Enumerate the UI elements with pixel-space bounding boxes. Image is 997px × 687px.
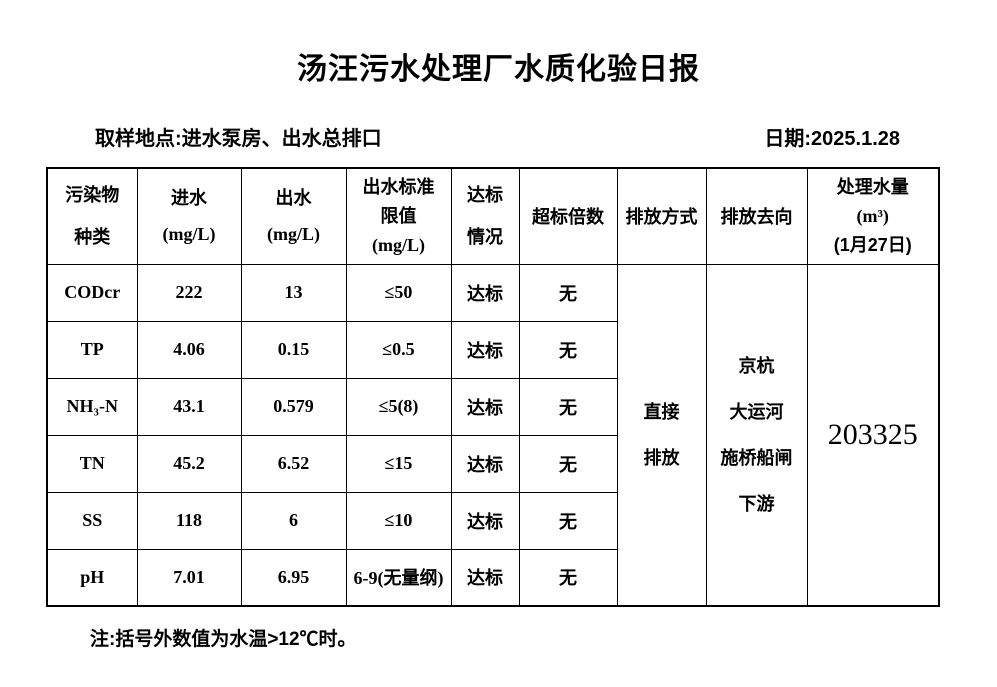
discharge-destination-line: 京杭 [738,355,775,376]
influent-value: 222 [136,263,242,322]
header-line: 出水标准 [362,176,435,197]
footnote: 注:括号外数值为水温>12℃时。 [90,629,357,650]
limit-value: ≤10 [345,491,452,550]
header-line: (m³) [856,205,889,226]
exceed-multiple: 无 [518,434,618,493]
table-row: SS 118 6 ≤10 达标 无 [46,491,939,550]
table-row: CODcr 222 13 ≤50 达标 无 直接 排放 京杭 大运河 施桥船闸 … [46,263,940,607]
limit-value: ≤15 [345,434,452,493]
exceed-multiple: 无 [518,491,618,550]
exceed-multiple: 无 [518,377,618,436]
water-quality-table: 污染物 种类 进水 (mg/L) 出水 (mg/L) 出水标准 限值 (mg/L… [46,167,940,607]
header-compliance: 达标 情况 [450,167,520,265]
header-discharge-mode: 排放方式 [616,167,707,265]
influent-value: 4.06 [136,320,242,379]
header-line: 污染物 [65,185,120,206]
header-effluent: 出水 (mg/L) [240,167,347,265]
influent-value: 43.1 [136,377,242,436]
header-line: 达标 [467,185,503,206]
discharge-destination-line: 施桥船闸 [720,447,793,468]
compliance-status: 达标 [450,491,520,550]
treated-volume-value: 203325 [827,417,918,451]
effluent-value: 0.579 [240,377,347,436]
pollutant-name: TN [46,434,138,493]
discharge-destination-line: 大运河 [729,401,784,422]
meta-row: 取样地点:进水泵房、出水总排口 日期:2025.1.28 [95,122,900,151]
effluent-value: 13 [240,263,347,322]
header-influent: 进水 (mg/L) [136,167,242,265]
sampling-location-label: 取样地点:进水泵房、出水总排口 [95,128,382,150]
exceed-multiple: 无 [518,548,618,607]
header-line: (1月27日) [833,234,912,255]
compliance-status: 达标 [450,548,520,607]
influent-value: 45.2 [136,434,242,493]
header-line: (mg/L) [162,224,216,245]
effluent-value: 6.95 [240,548,347,607]
header-exceed-multiple: 超标倍数 [518,167,618,265]
table-row: TN 45.2 6.52 ≤15 达标 无 [46,434,939,493]
discharge-mode-line: 排放 [643,447,680,468]
table-row: pH 7.01 6.95 6-9(无量纲) 达标 无 [46,548,939,607]
pollutant-name: SS [46,491,138,550]
treated-volume-cell: 203325 [806,263,940,607]
pollutant-name: CODcr [46,263,138,322]
effluent-value: 6 [240,491,347,550]
discharge-mode-line: 直接 [643,401,680,422]
effluent-value: 6.52 [240,434,347,493]
influent-value: 118 [136,491,242,550]
compliance-status: 达标 [450,377,520,436]
compliance-status: 达标 [450,320,520,379]
pollutant-name: NH₃-N [46,377,138,436]
header-line: 限值 [380,205,417,226]
discharge-destination-line: 下游 [738,493,775,514]
table-header-row: 污染物 种类 进水 (mg/L) 出水 (mg/L) 出水标准 限值 (mg/L… [46,167,940,265]
header-line: 种类 [74,227,111,248]
limit-value: ≤0.5 [345,320,452,379]
header-line: 情况 [467,227,503,248]
discharge-destination-cell: 京杭 大运河 施桥船闸 下游 [705,263,808,607]
table-row: TP 4.06 0.15 ≤0.5 达标 无 [46,320,939,379]
compliance-status: 达标 [450,434,520,493]
limit-value: ≤5(8) [345,377,452,436]
header-discharge-destination: 排放去向 [705,167,808,265]
header-line: (mg/L) [372,234,425,255]
header-line: 出水 [275,188,312,209]
header-pollutant-type: 污染物 种类 [46,167,138,265]
header-line: 处理水量 [836,176,909,197]
header-line: (mg/L) [267,224,320,245]
page-title: 汤汪污水处理厂水质化验日报 [297,53,700,86]
pollutant-name: TP [46,320,138,379]
compliance-status: 达标 [450,263,520,322]
exceed-multiple: 无 [518,320,618,379]
discharge-mode-cell: 直接 排放 [616,263,707,607]
limit-value: ≤50 [345,263,452,322]
exceed-multiple: 无 [518,263,618,322]
header-effluent-limit: 出水标准 限值 (mg/L) [345,167,452,265]
limit-value: 6-9(无量纲) [345,548,452,607]
effluent-value: 0.15 [240,320,347,379]
table-row: NH₃-N 43.1 0.579 ≤5(8) 达标 无 [46,377,939,436]
report-date-label: 日期:2025.1.28 [764,128,900,150]
header-treated-volume: 处理水量 (m³) (1月27日) [806,167,940,265]
influent-value: 7.01 [136,548,242,607]
header-line: 进水 [171,188,207,209]
pollutant-name: pH [46,548,138,607]
